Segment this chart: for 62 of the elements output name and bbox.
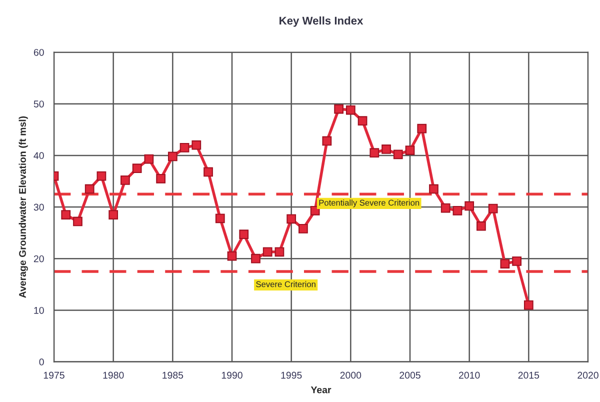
point: [192, 140, 202, 150]
point: [108, 210, 118, 220]
point: [417, 124, 427, 134]
point: [132, 164, 142, 174]
point: [286, 214, 296, 224]
y-tick-label: 60: [34, 48, 44, 56]
point: [251, 254, 260, 264]
point: [168, 152, 178, 162]
point: [61, 210, 71, 220]
point: [429, 184, 438, 194]
point: [476, 221, 486, 231]
y-tick-label: 40: [34, 152, 44, 160]
point: [227, 251, 237, 261]
y-tick-label: 10: [34, 306, 44, 314]
x-tick-label: 2010: [459, 372, 480, 379]
point: [334, 104, 344, 114]
x-tick-label: 1985: [162, 372, 184, 379]
point: [405, 146, 415, 155]
x-tick-label: 2005: [400, 372, 420, 379]
point: [452, 206, 462, 216]
point: [239, 230, 249, 240]
point: [440, 203, 450, 213]
point: [96, 171, 106, 181]
point: [500, 259, 510, 268]
point: [84, 184, 94, 194]
point: [524, 300, 534, 310]
point: [393, 150, 403, 160]
point: [358, 116, 368, 126]
point: [464, 201, 474, 211]
point: [120, 176, 130, 185]
y-tick-label: 0: [39, 358, 44, 366]
point: [382, 144, 391, 154]
y-tick-label: 30: [34, 204, 44, 211]
x-tick-label: 2020: [578, 372, 598, 379]
point: [488, 204, 498, 214]
point: [298, 224, 308, 234]
x-tick-label: 2000: [340, 372, 362, 379]
x-tick-label: 1975: [44, 372, 64, 379]
point: [73, 216, 82, 226]
x-tick-label: 2015: [518, 372, 540, 379]
point: [512, 256, 522, 266]
point: [274, 247, 284, 257]
ref-line-label: Potentially Severe Criterion: [319, 200, 420, 208]
x-tick-label: 1990: [222, 372, 242, 379]
point: [346, 105, 356, 115]
point: [322, 136, 332, 146]
y-tick-label: 50: [34, 100, 44, 108]
y-tick-label: 20: [34, 255, 44, 262]
point: [144, 154, 154, 164]
x-axis-title: Year: [310, 386, 332, 394]
chart-title: Key Wells Index: [280, 16, 364, 27]
x-tick-label: 1980: [103, 372, 124, 379]
ref-line-label: Severe Criterion: [256, 281, 316, 288]
point: [310, 206, 320, 216]
y-axis-title: Average Groundwater Elevation (ft msl): [18, 116, 28, 298]
point: [180, 143, 190, 152]
point: [204, 167, 213, 177]
point: [156, 174, 166, 184]
x-tick-label: 1995: [281, 372, 302, 379]
point: [370, 148, 380, 158]
point: [215, 214, 225, 224]
point: [262, 247, 272, 257]
